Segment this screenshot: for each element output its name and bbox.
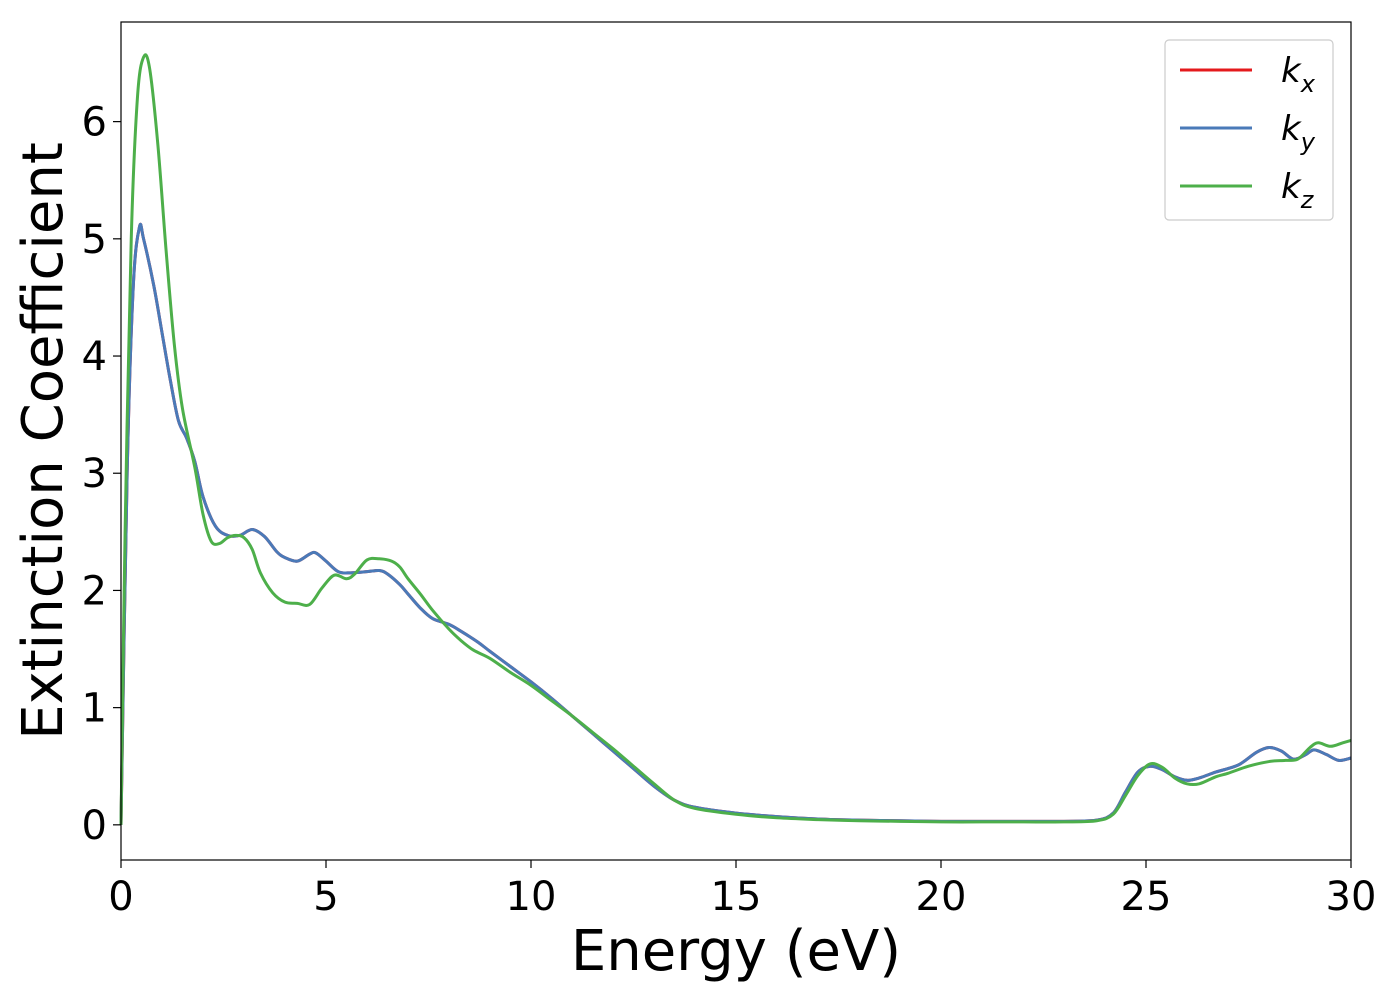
y-tick-label: 3 — [82, 451, 107, 497]
x-tick-label: 30 — [1326, 874, 1377, 920]
legend-box — [1164, 39, 1334, 221]
x-tick-label: 5 — [313, 874, 338, 920]
y-tick-label: 6 — [82, 100, 107, 146]
x-tick-label: 10 — [506, 874, 557, 920]
y-tick-label: 4 — [82, 334, 107, 380]
series-line-kz — [119, 53, 1352, 825]
y-tick-label: 0 — [82, 803, 107, 849]
y-tick-label: 5 — [82, 217, 107, 263]
x-axis-ticks: 0 5 10 15 20 25 30 — [108, 860, 1376, 920]
series-layer — [119, 53, 1352, 825]
x-axis-title: Energy (eV) — [571, 919, 901, 984]
x-tick-label: 0 — [108, 874, 133, 920]
y-tick-label: 1 — [82, 686, 107, 732]
y-tick-label: 2 — [82, 568, 107, 614]
x-tick-label: 15 — [711, 874, 762, 920]
x-tick-label: 25 — [1121, 874, 1172, 920]
x-tick-label: 20 — [916, 874, 967, 920]
y-axis-title: Extinction Coefficient — [11, 142, 76, 740]
y-axis-ticks: 0 1 2 3 4 5 6 — [82, 100, 121, 849]
series-line-ky — [119, 222, 1352, 825]
